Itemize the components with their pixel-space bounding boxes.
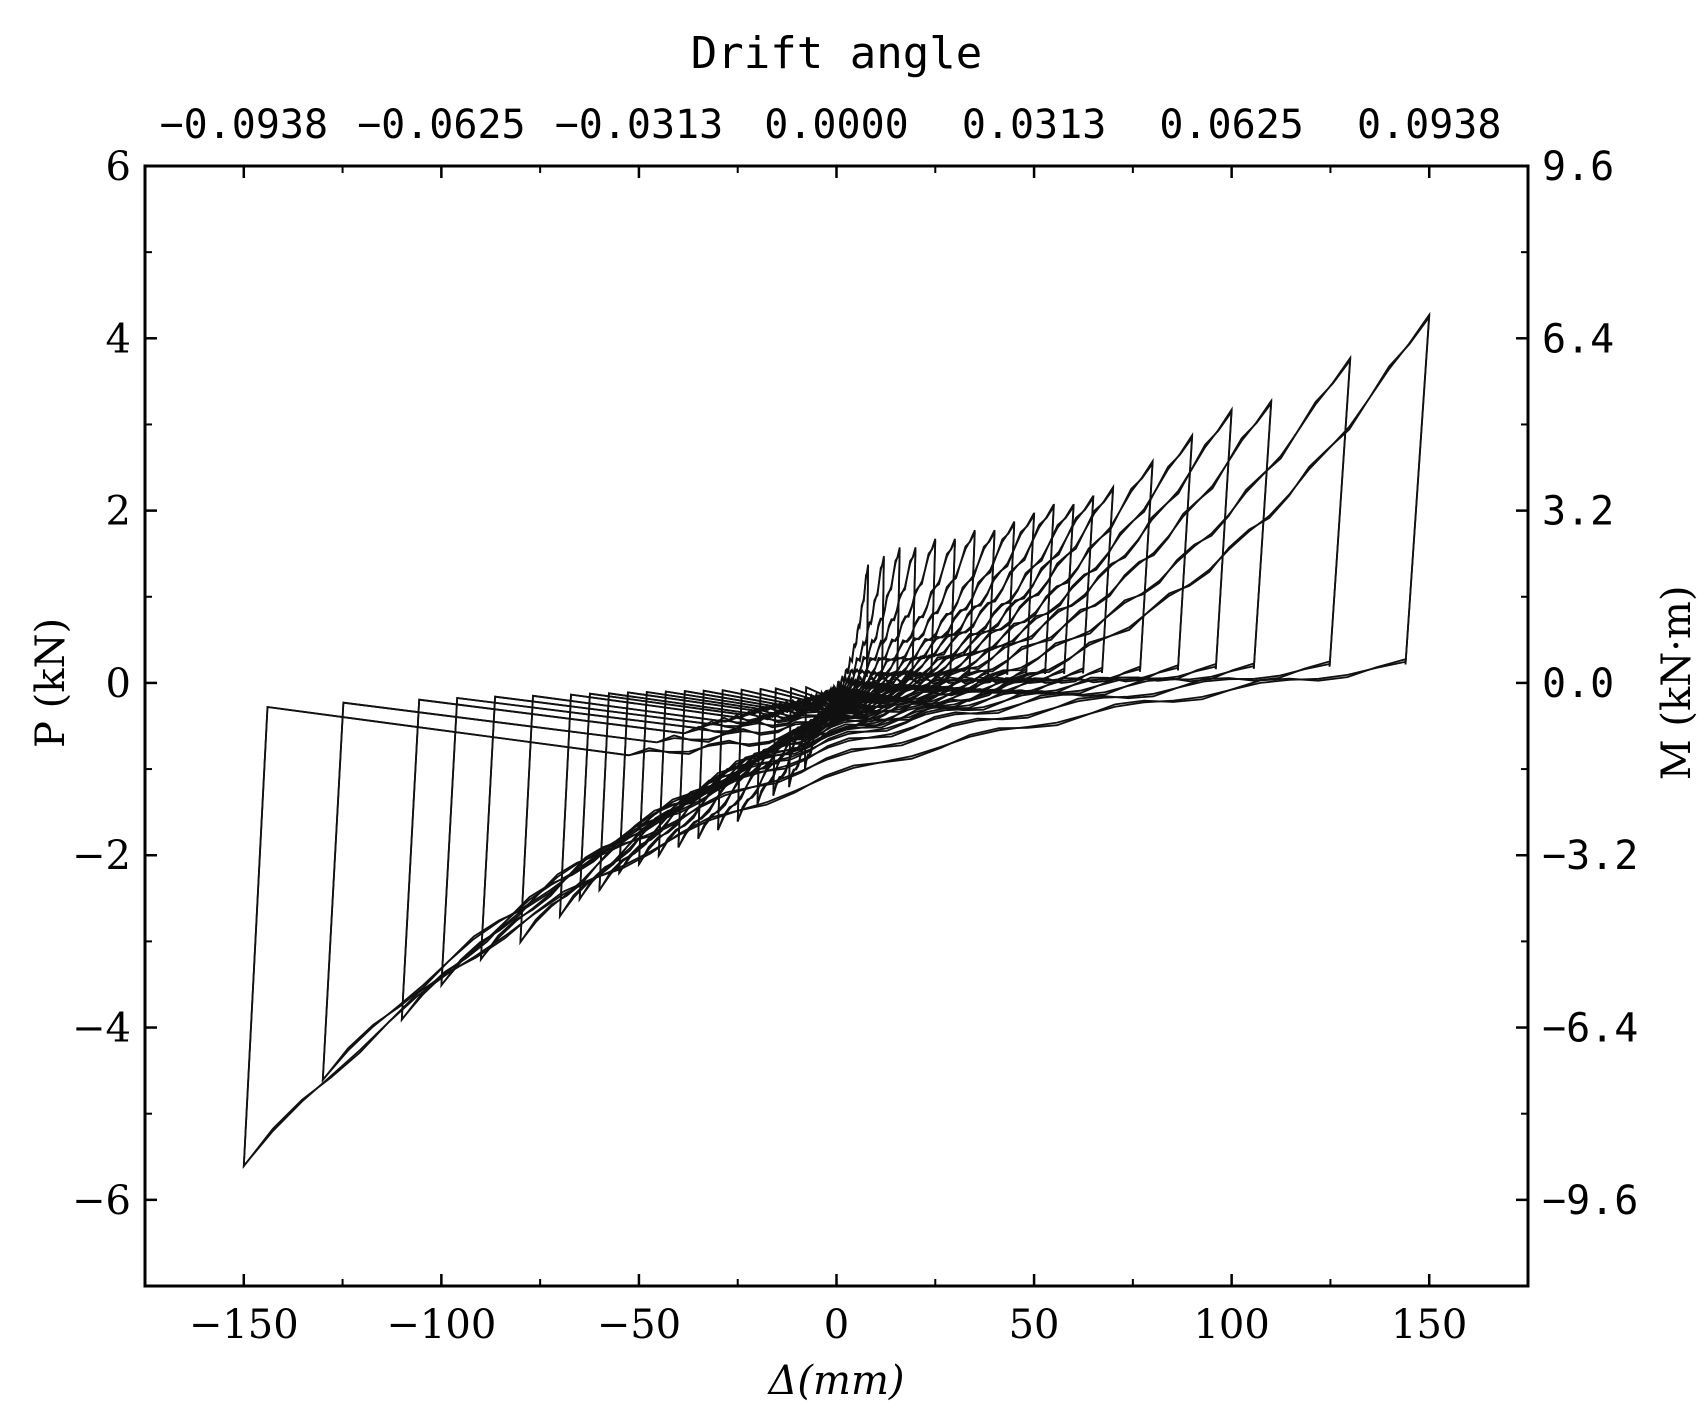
top-tick-label: −0.0625 — [357, 102, 526, 148]
x-tick-label: 100 — [1193, 1302, 1269, 1348]
top-axis-title: Drift angle — [691, 28, 982, 79]
x-tick-label: 50 — [1009, 1302, 1060, 1348]
y-tick-label: 2 — [106, 489, 131, 535]
y2-tick-label: −3.2 — [1542, 833, 1638, 879]
y2-tick-label: 6.4 — [1542, 316, 1614, 362]
y2-tick-label: 3.2 — [1542, 489, 1614, 535]
hysteresis-loop — [400, 400, 1273, 1023]
top-tick-label: −0.0938 — [159, 102, 328, 148]
hysteresis-loop — [242, 314, 1431, 1170]
x-axis-title: Δ(mm) — [767, 1358, 905, 1404]
y-tick-label: −4 — [72, 1006, 131, 1052]
top-tick-label: 0.0313 — [962, 102, 1107, 148]
y2-tick-label: 0.0 — [1542, 661, 1614, 707]
y-axis-title: P (kN) — [28, 618, 74, 748]
x-tick-label: 0 — [824, 1302, 849, 1348]
x-tick-label: −50 — [597, 1302, 681, 1348]
y-tick-label: −6 — [72, 1178, 131, 1224]
y2-tick-label: −9.6 — [1542, 1178, 1638, 1224]
y2-tick-label: 9.6 — [1542, 144, 1614, 190]
top-tick-label: 0.0000 — [764, 102, 909, 148]
axis-tick-labels: −150 −0.0938 −100 −0.0625 −50 −0.0313 0 0.0000 5… — [72, 102, 1638, 1348]
y-tick-label: −2 — [72, 833, 131, 879]
top-tick-label: 0.0938 — [1357, 102, 1502, 148]
top-tick-label: −0.0313 — [555, 102, 724, 148]
y-tick-label: 0 — [106, 661, 131, 707]
hysteresis-loop — [321, 357, 1352, 1083]
hysteresis-loop — [242, 311, 1431, 1169]
x-tick-label: −150 — [189, 1302, 299, 1348]
top-tick-label: 0.0625 — [1159, 102, 1304, 148]
y2-axis-title: M (kN·m) — [1654, 586, 1700, 781]
y-tick-label: 6 — [106, 144, 131, 190]
axis-ticks — [144, 164, 1529, 1287]
y2-tick-label: −6.4 — [1542, 1006, 1638, 1052]
hysteresis-curves — [242, 311, 1431, 1170]
y-tick-label: 4 — [106, 316, 131, 362]
x-tick-label: 150 — [1391, 1302, 1467, 1348]
hysteresis-loop — [440, 408, 1233, 989]
x-tick-label: −100 — [386, 1302, 496, 1348]
